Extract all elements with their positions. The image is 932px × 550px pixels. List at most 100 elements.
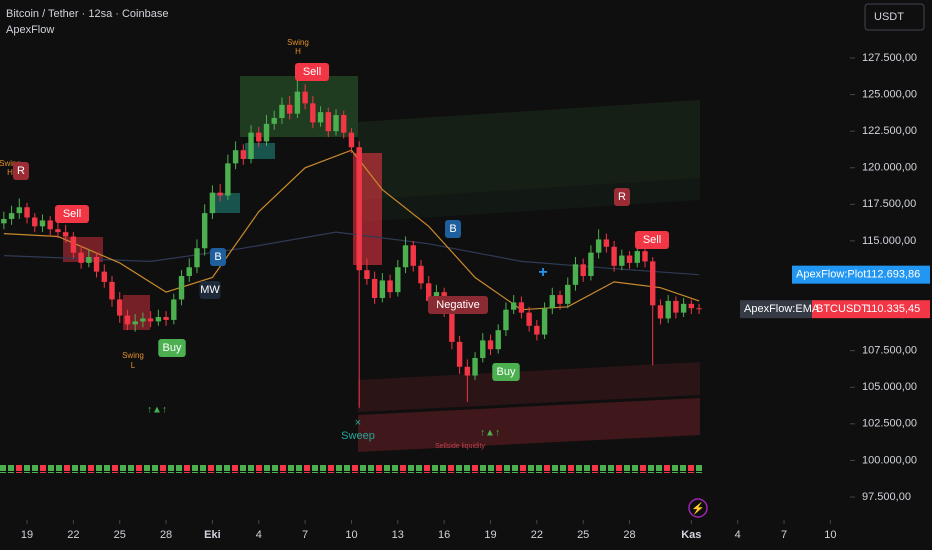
zone (358, 178, 700, 222)
x-tick-label: 28 (160, 529, 172, 541)
annotation: ↑▲↑ (480, 428, 500, 439)
candle-body (217, 192, 223, 196)
annotation: B (214, 251, 221, 263)
y-tick-label: 100.000,00 (862, 454, 917, 466)
candle-body (418, 265, 424, 284)
y-tick-label: 102.500,00 (862, 418, 917, 430)
x-tick-label: 28 (623, 529, 635, 541)
candle-body (688, 303, 695, 309)
annotation: L (131, 361, 136, 370)
candle-body (495, 330, 501, 350)
y-tick-label: 115.000,00 (862, 235, 916, 247)
zone (358, 362, 700, 412)
candle-body (510, 302, 517, 310)
candle-body (364, 270, 370, 279)
candle-body (240, 150, 247, 159)
currency-label[interactable]: USDT (874, 11, 904, 23)
x-tick-label: 4 (256, 529, 262, 541)
candle-body (657, 305, 664, 319)
candle-body (487, 340, 494, 350)
symbol-title: Bitcoin / Tether · 12sa · Coinbase (6, 8, 168, 20)
price-label-value: 112.693,86 (866, 269, 920, 281)
annotation: Negative (436, 299, 479, 311)
annotation: Swing (287, 38, 309, 47)
x-tick-label: Eki (204, 529, 221, 541)
annotation: Swing (0, 159, 21, 168)
alert-icon[interactable] (688, 498, 708, 518)
candle-body (140, 318, 146, 322)
candle-body (109, 281, 115, 300)
candle-body (163, 317, 169, 320)
annotation: Swing (122, 351, 144, 360)
candle-body (186, 267, 192, 277)
candle-body (503, 309, 509, 331)
candle-body (588, 252, 594, 277)
candle-body (348, 132, 355, 148)
annotation-box (199, 281, 221, 299)
candle-body (55, 229, 61, 233)
alert-icon-glyph[interactable]: ⚡ (691, 502, 705, 515)
candle-body (580, 264, 586, 277)
candle-body (39, 220, 46, 227)
annotation-box (614, 188, 630, 206)
cross-marker: + (538, 264, 547, 281)
x-tick-label: 13 (392, 529, 404, 541)
candle-body (271, 118, 277, 124)
x-tick-label: 7 (781, 529, 787, 541)
zone (358, 398, 700, 452)
candle-body (317, 112, 324, 123)
annotation: × (355, 417, 361, 429)
candle-body (325, 112, 331, 132)
annotation: H (295, 47, 301, 56)
candle-body (171, 299, 177, 320)
candle-body (480, 340, 486, 358)
candle-body (209, 192, 216, 214)
candle-body (642, 251, 648, 262)
currency-button[interactable] (864, 3, 925, 31)
price-label-name: BTCUSDT (816, 303, 868, 315)
annotation: R (17, 165, 25, 177)
candle-body (263, 123, 270, 142)
price-label-value: 110.335,45 (866, 303, 920, 315)
candle-body (456, 341, 463, 367)
candle-body (626, 255, 633, 263)
y-tick-label: 107.500,00 (862, 345, 917, 357)
annotation-box (295, 63, 329, 81)
annotation: R (618, 191, 626, 203)
x-tick-label: 19 (484, 529, 496, 541)
x-tick-label: 22 (531, 529, 543, 541)
candle-body (333, 115, 339, 132)
candle-body (680, 303, 687, 313)
zone (358, 100, 700, 200)
candle-body (1, 218, 7, 224)
candle-body (634, 251, 640, 263)
candle-body (248, 132, 254, 159)
candle-body (541, 308, 548, 335)
candle-body (518, 302, 525, 313)
x-tick-label: 22 (67, 529, 79, 541)
annotation: Sell (303, 66, 321, 78)
candle-body (201, 213, 208, 249)
candle-body (395, 267, 401, 293)
annotation-box (492, 363, 520, 381)
candle-body (619, 255, 625, 266)
candle-body (101, 271, 107, 282)
candle-body (194, 248, 200, 268)
x-tick-label: 4 (735, 529, 741, 541)
annotation: MW (200, 284, 220, 296)
candle-body (603, 239, 610, 247)
candle-body (449, 311, 455, 342)
annotation-box (158, 339, 186, 357)
candle-body (526, 312, 532, 326)
candle-body (472, 357, 478, 376)
candle-body (178, 276, 185, 300)
x-tick-label: 10 (824, 529, 836, 541)
candle-body (225, 163, 231, 196)
candle-body (356, 147, 362, 271)
y-tick-label: 97.500,00 (862, 491, 911, 503)
candle-body (410, 245, 416, 266)
series-tag-box (740, 300, 812, 319)
candle-body (294, 91, 301, 114)
y-tick-label: 105.000,00 (862, 381, 917, 393)
